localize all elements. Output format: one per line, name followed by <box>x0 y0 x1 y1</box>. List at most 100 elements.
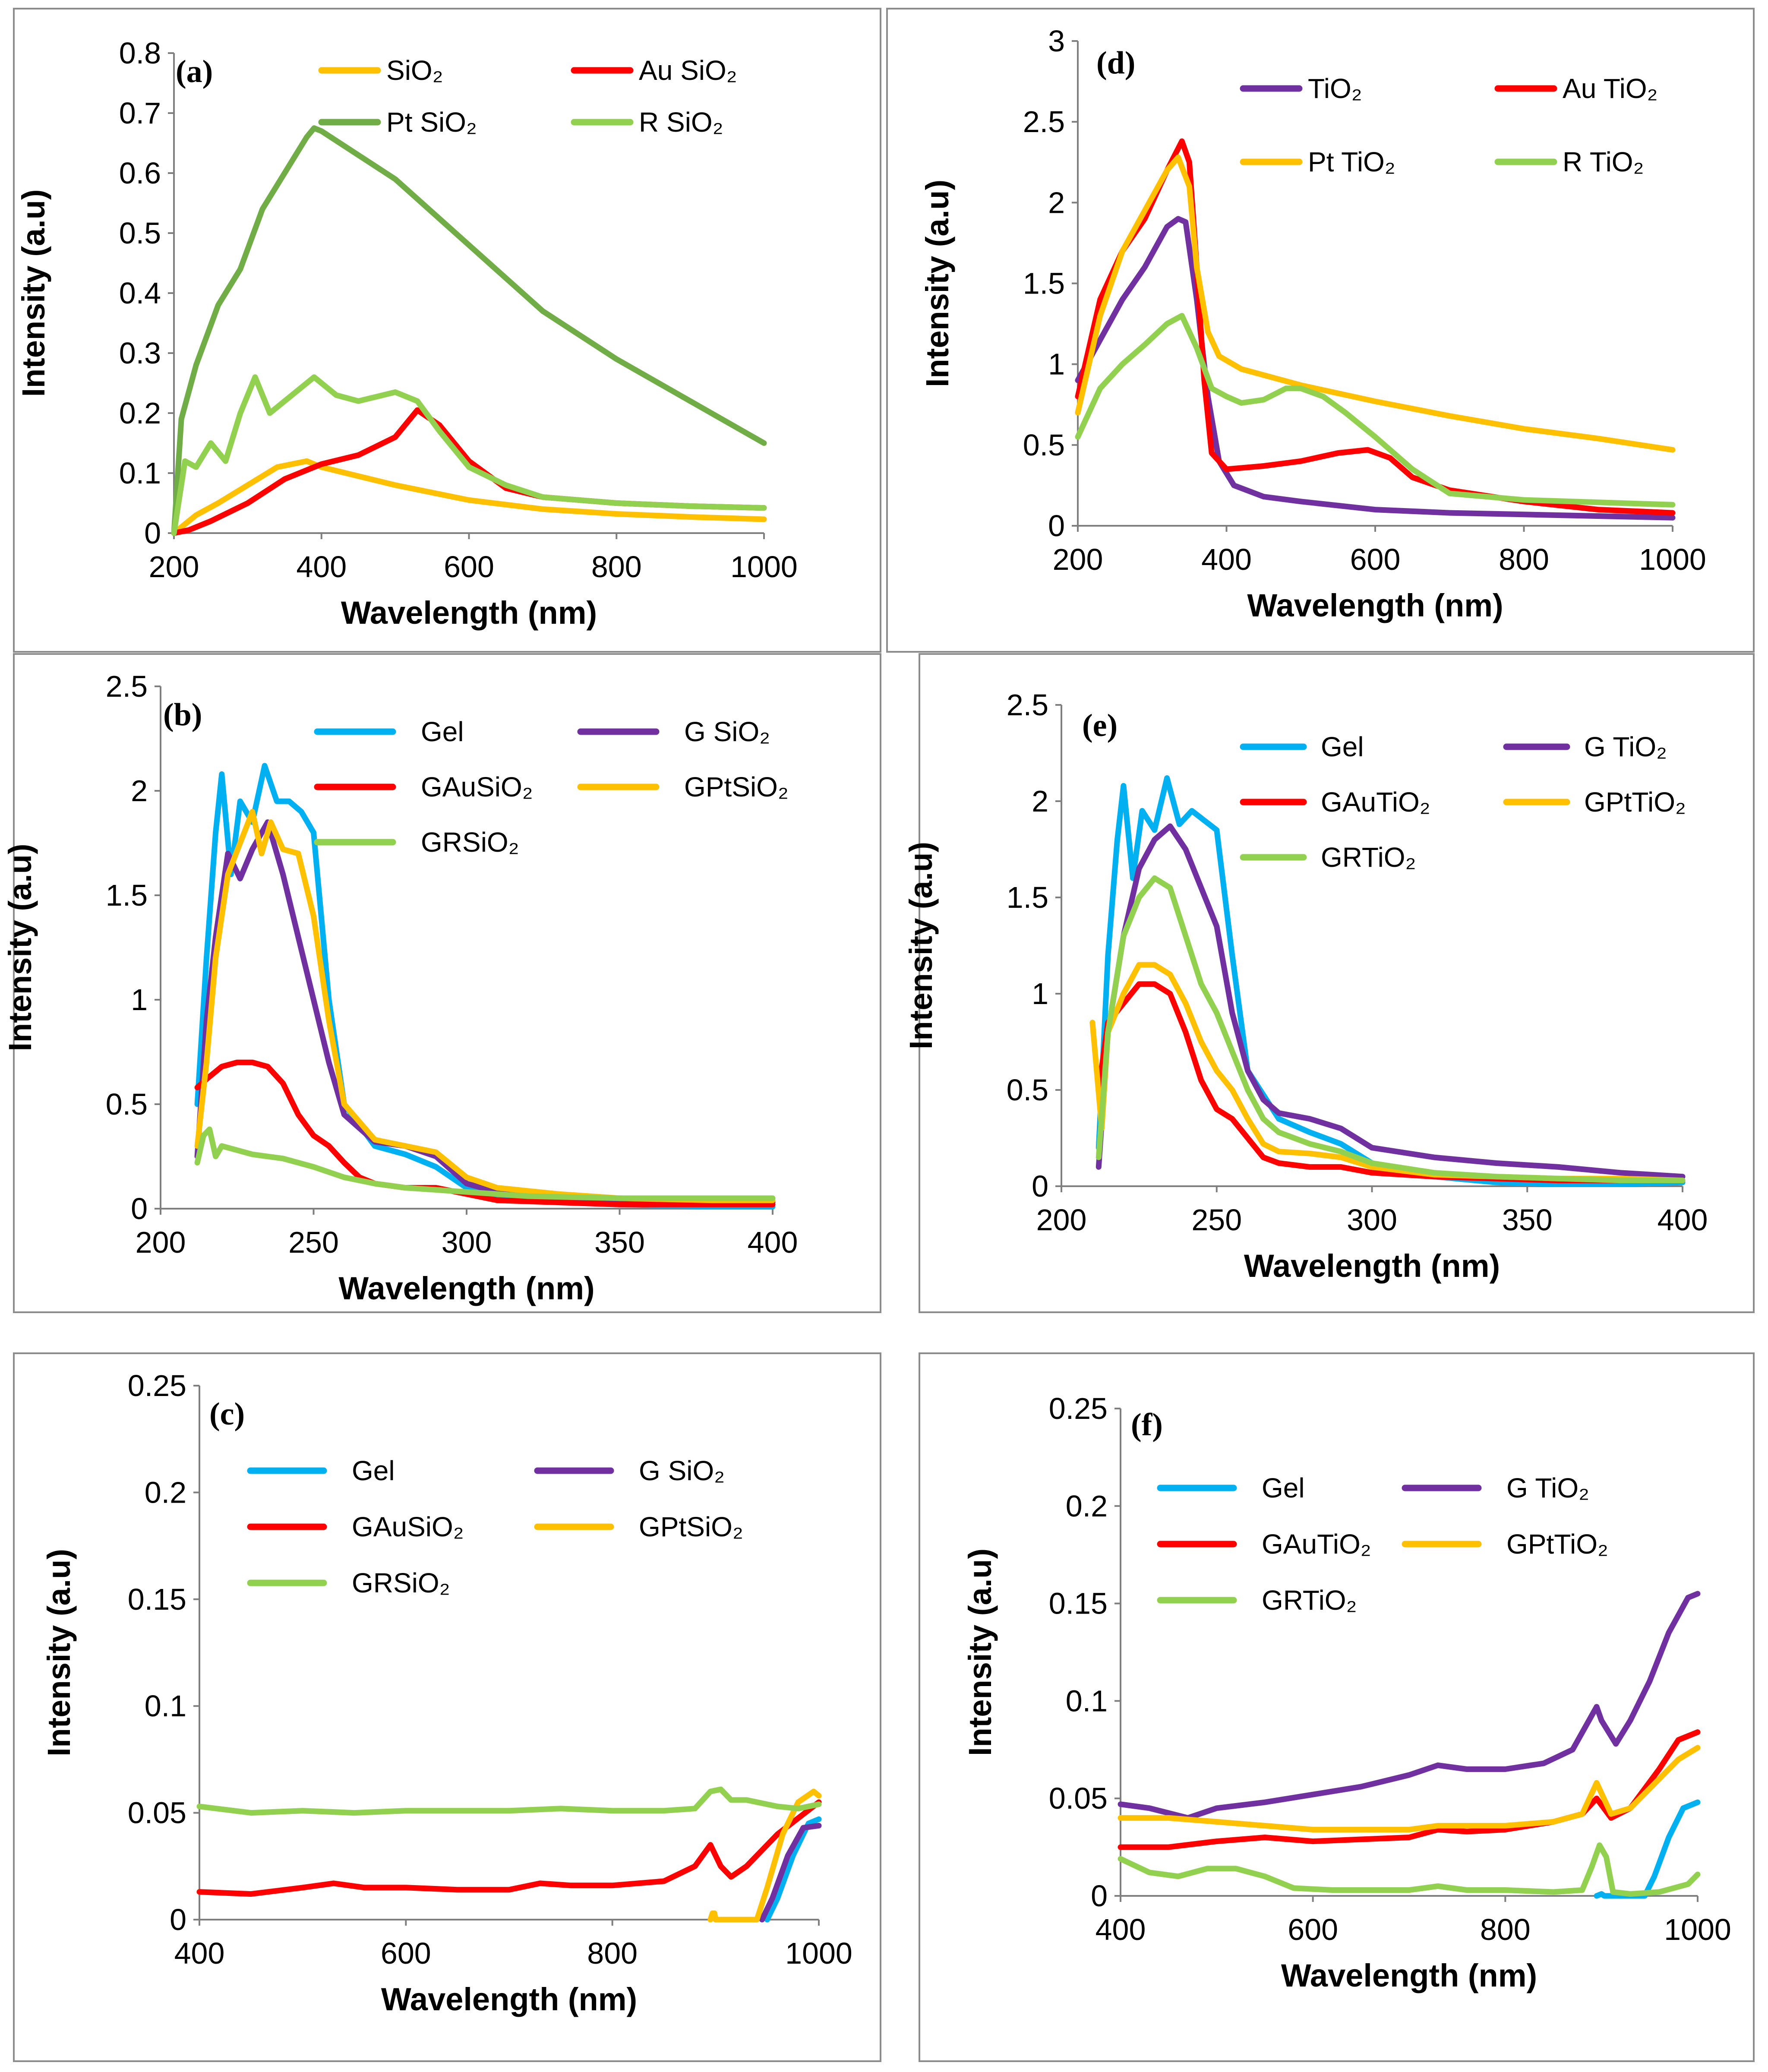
series-line-c-0 <box>764 1816 822 1923</box>
x-tick-label: 200 <box>1053 543 1103 576</box>
chart-panel-c: 0 0.05 0.1 0.15 0.2 0.25 400 600 800 1000 Waveleng… <box>13 1352 881 2062</box>
legend: Gel G SiO₂ GAuSiO₂ GPtSiO₂ GRSiO₂ <box>247 1455 743 1598</box>
y-tick-label: 2 <box>131 774 148 808</box>
y-tick-label: 0.6 <box>119 156 161 190</box>
x-axis-title: Wavelength (nm) <box>338 1270 594 1306</box>
y-tick-label: 0.7 <box>119 96 161 130</box>
y-tick-label: 3 <box>1048 24 1065 58</box>
y-tick-label: 0 <box>144 516 161 550</box>
x-axis-title: Wavelength (nm) <box>341 595 597 631</box>
series-line-c-3 <box>707 1788 822 1923</box>
x-tick-label: 600 <box>1350 543 1401 576</box>
x-tick-label: 800 <box>1499 543 1549 576</box>
y-tick-label: 1.5 <box>1023 267 1065 300</box>
legend-label: G TiO₂ <box>1506 1472 1589 1503</box>
y-tick-label: 0.1 <box>1066 1684 1108 1718</box>
x-tick-label: 300 <box>1347 1203 1397 1237</box>
x-tick-label: 1000 <box>1664 1913 1731 1946</box>
series-line-f-3 <box>1118 1745 1701 1832</box>
legend-label: G SiO₂ <box>639 1455 725 1486</box>
y-axis-title: Intensity (a.u) <box>919 180 955 387</box>
legend: Gel G TiO₂ GAuTiO₂ GPtTiO₂ GRTiO₂ <box>1157 1472 1608 1616</box>
y-tick-label: 0 <box>1032 1169 1048 1203</box>
series-line-e-1 <box>1096 823 1686 1180</box>
y-tick-label: 0.1 <box>145 1689 186 1723</box>
series-line-f-1 <box>1118 1591 1701 1821</box>
x-tick-label: 300 <box>442 1226 492 1259</box>
legend: SiO₂ Au SiO₂ Pt SiO₂ R SiO₂ <box>318 55 737 138</box>
legend-label: GAuSiO₂ <box>352 1511 464 1542</box>
panel-frame <box>919 1352 1755 2062</box>
y-tick-label: 0.15 <box>128 1582 186 1616</box>
y-tick-label: 2 <box>1048 186 1065 219</box>
legend-label: GAuTiO₂ <box>1321 786 1430 818</box>
x-tick-label: 350 <box>1502 1203 1553 1237</box>
panel-frame <box>919 653 1755 1313</box>
panel-label: (b) <box>163 697 202 733</box>
legend-label: GRTiO₂ <box>1321 842 1416 873</box>
x-tick-label: 600 <box>1288 1913 1338 1946</box>
series-line-f-4 <box>1118 1842 1701 1897</box>
y-tick-label: 0.15 <box>1049 1587 1108 1620</box>
x-tick-label: 600 <box>444 550 494 584</box>
legend-label: Pt TiO₂ <box>1308 146 1395 177</box>
x-tick-label: 400 <box>1201 543 1252 576</box>
legend-label: R SiO₂ <box>639 107 723 138</box>
legend-label: GAuTiO₂ <box>1262 1529 1371 1560</box>
x-axis-title: Wavelength (nm) <box>1281 1958 1537 1993</box>
y-tick-label: 1 <box>1048 347 1065 381</box>
y-tick-label: 0 <box>131 1192 148 1226</box>
chart-panel-e: 0 0.5 1 1.5 2 2.5 200 250 300 350 400 Wavelength (n… <box>903 653 1755 1313</box>
series-line-c-4 <box>196 1786 822 1816</box>
y-axis-title: Intensity (a.u) <box>962 1548 998 1756</box>
x-tick-label: 1000 <box>730 550 798 584</box>
legend: TiO₂ Au TiO₂ Pt TiO₂ R TiO₂ <box>1240 73 1658 177</box>
x-tick-label: 800 <box>591 550 642 584</box>
y-tick-label: 0.3 <box>119 336 161 370</box>
series-line-d-3 <box>1075 313 1676 508</box>
y-tick-label: 0.1 <box>119 456 161 490</box>
y-tick-label: 2.5 <box>1007 688 1048 722</box>
panel-label: (d) <box>1096 45 1135 81</box>
legend-label: Au SiO₂ <box>639 55 737 86</box>
y-axis-title: Intensity (a.u) <box>16 189 51 397</box>
x-tick-label: 400 <box>296 550 347 584</box>
y-axis-title: Intensity (a.u) <box>41 1549 77 1756</box>
x-tick-label: 250 <box>1191 1203 1242 1237</box>
legend-label: Gel <box>1321 731 1364 762</box>
chart-panel-f: 0 0.05 0.1 0.15 0.2 0.25 400 600 800 1000 Waveleng… <box>919 1352 1755 2062</box>
panel-label: (a) <box>176 54 213 89</box>
legend-label: GRTiO₂ <box>1262 1585 1357 1616</box>
y-tick-label: 0.2 <box>145 1475 186 1509</box>
chart-panel-b: 0 0.5 1 1.5 2 2.5 200 250 300 350 400 Wavelength (n… <box>2 653 881 1313</box>
legend-label: GPtTiO₂ <box>1506 1529 1608 1560</box>
legend-label: GPtTiO₂ <box>1584 786 1686 818</box>
y-tick-label: 0.05 <box>1049 1781 1108 1815</box>
chart-panel-a: 0 0.1 0.2 0.3 0.4 0.5 0.6 0.7 0.8 200 400 600 800 100… <box>13 8 881 653</box>
legend-label: GRSiO₂ <box>421 827 519 858</box>
y-tick-label: 0.5 <box>1007 1073 1048 1107</box>
x-tick-label: 800 <box>587 1936 638 1970</box>
series-line-b-4 <box>194 1126 776 1201</box>
series-line-a-0 <box>171 458 767 536</box>
series-line-c-1 <box>759 1822 822 1923</box>
legend-label: GAuSiO₂ <box>421 771 533 802</box>
y-tick-label: 1.5 <box>106 878 148 912</box>
y-tick-label: 0.25 <box>128 1369 186 1402</box>
x-tick-label: 200 <box>136 1226 186 1259</box>
panel-label: (c) <box>209 1396 245 1432</box>
legend-label: G TiO₂ <box>1584 731 1667 762</box>
y-tick-label: 0 <box>1048 509 1065 543</box>
x-axis-title: Wavelength (nm) <box>381 1981 637 2017</box>
y-tick-label: 2 <box>1032 784 1048 818</box>
legend: Gel G SiO₂ GAuSiO₂ GPtSiO₂ GRSiO₂ <box>314 716 789 858</box>
y-axis-title: Intensity (a.u) <box>2 843 38 1051</box>
y-tick-label: 0 <box>170 1903 186 1936</box>
legend-label: TiO₂ <box>1308 73 1362 104</box>
x-tick-label: 400 <box>1096 1913 1146 1946</box>
x-axis-title: Wavelength (nm) <box>1247 587 1503 623</box>
legend-label: Au TiO₂ <box>1563 73 1658 104</box>
y-tick-label: 0.2 <box>1066 1489 1108 1523</box>
y-tick-label: 2.5 <box>1023 105 1065 139</box>
